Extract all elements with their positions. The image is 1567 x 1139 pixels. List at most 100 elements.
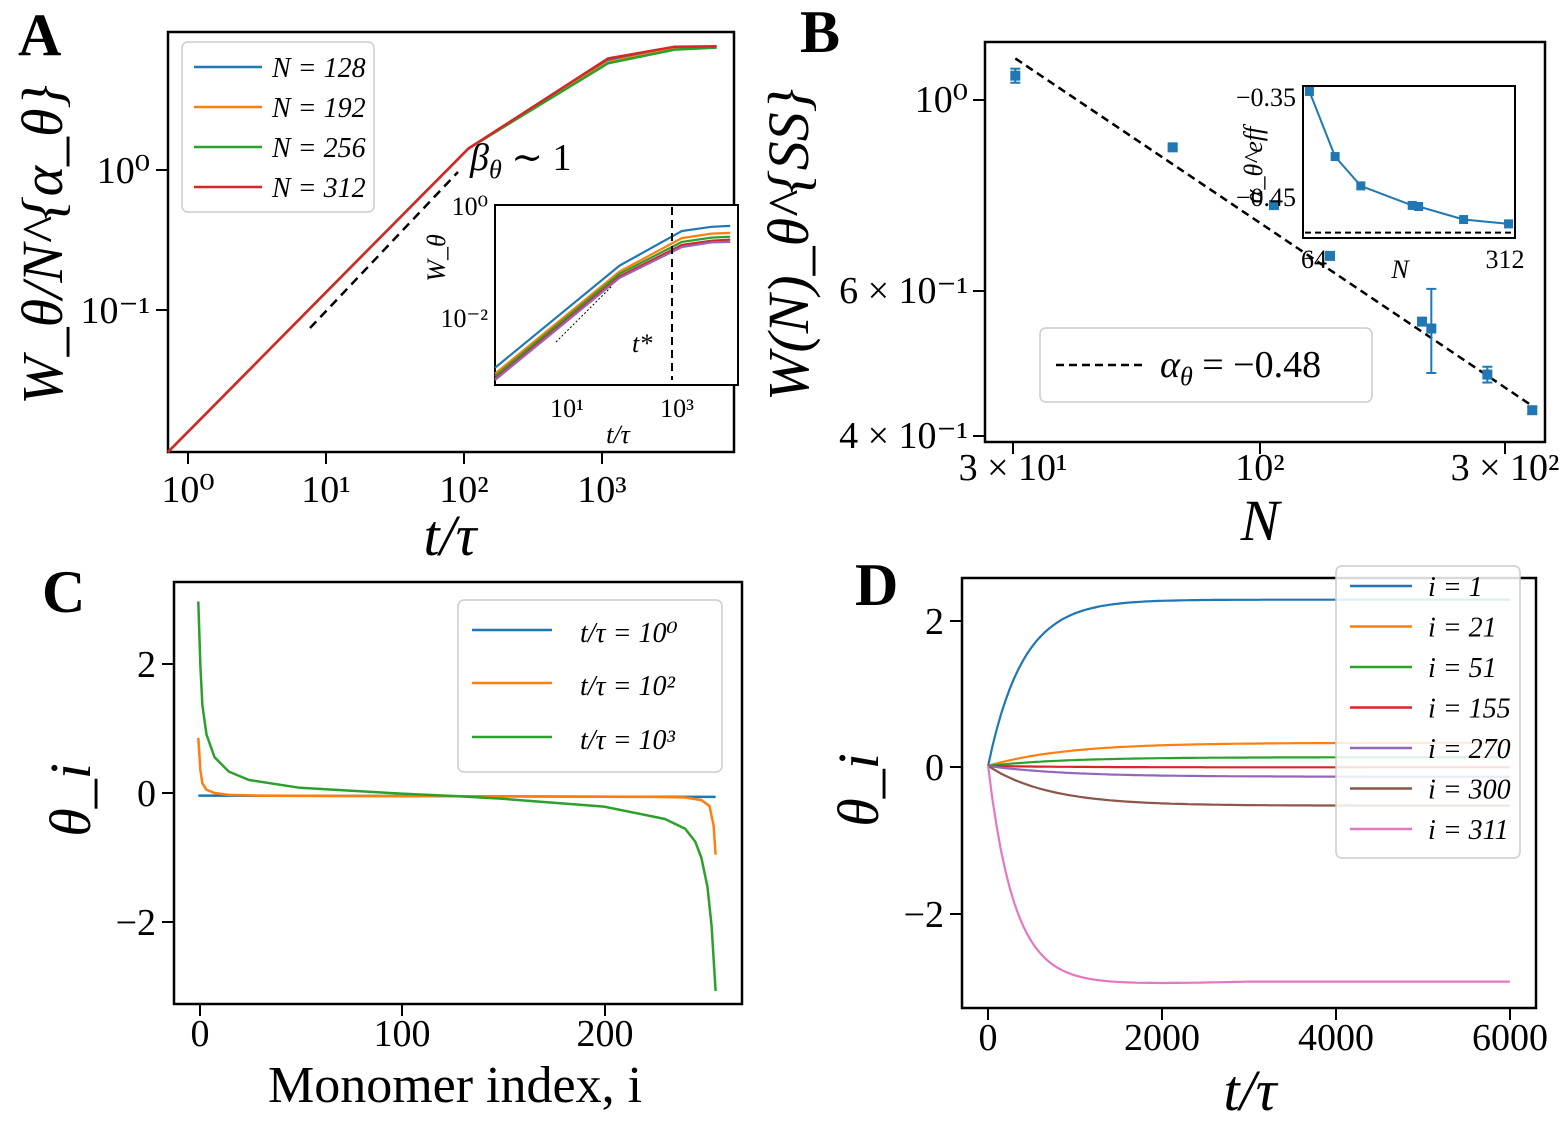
b-inset-xlabel: N — [1390, 255, 1410, 284]
a-inset-ytick-1: 10⁻² — [440, 304, 488, 333]
b-legend-label: αθ = −0.48 — [1160, 344, 1321, 391]
b-inset-xtick-0: 64 — [1301, 245, 1327, 274]
b-inset-point-0 — [1304, 86, 1314, 96]
a-annot-beta: β — [469, 137, 489, 179]
a-inset-ytick-0: 10⁰ — [452, 192, 488, 221]
panel-a-legend: N = 128 N = 192 N = 256 N = 312 — [181, 41, 375, 213]
a-xtick-1: 10¹ — [301, 469, 350, 511]
d-ylabel: θ_i — [826, 753, 891, 827]
d-xtick-1: 2000 — [1124, 1017, 1200, 1059]
panel-a-inset: t* 10¹ 10³ 10⁰ 10⁻² t/τ W_θ — [422, 192, 739, 449]
b-ylabel: W(N)_θ^{SS} — [756, 89, 821, 401]
b-data-point-0 — [1010, 70, 1021, 81]
b-xtick-1: 10² — [1235, 447, 1284, 489]
d-xtick-3: 6000 — [1472, 1017, 1548, 1059]
a-ylabel-text: W_θ/N^{α_θ} — [10, 85, 75, 404]
c-xtick-2: 200 — [577, 1013, 634, 1055]
b-data-point-5 — [1426, 323, 1437, 334]
a-legend-label-0: N = 128 — [271, 53, 366, 84]
c-legend-label-2: t/τ = 10³ — [580, 725, 675, 756]
a-annot-rest: ∼ 1 — [502, 137, 572, 179]
a-annot-sub: θ — [489, 155, 502, 184]
c-ylabel: θ_i — [38, 763, 103, 837]
d-xtick-0: 0 — [979, 1017, 998, 1059]
a-xtick-0: 10⁰ — [161, 469, 214, 511]
d-ytick-1: 0 — [925, 747, 944, 789]
b-ytick-0: 10⁰ — [915, 79, 968, 121]
a-inset-xtick-0: 10¹ — [550, 394, 584, 423]
d-legend-frame — [1335, 565, 1521, 859]
d-xlabel: t/τ — [1224, 1058, 1279, 1123]
panel-d: 0 2000 4000 6000 2 0 −2 t/τ θ_i i = 1 i =… — [826, 565, 1548, 1123]
a-inset-ylabel: W_θ — [422, 234, 451, 282]
b-data-point-1 — [1167, 142, 1178, 153]
c-legend-label-1: t/τ = 10² — [580, 671, 675, 702]
a-inset-frame — [494, 204, 739, 386]
b-inset-point-6 — [1504, 219, 1514, 229]
b-legend-frame — [1039, 327, 1373, 403]
b-data-point-7 — [1527, 405, 1538, 416]
b-xtick-0: 3 × 10¹ — [959, 447, 1068, 489]
d-legend-label-2: i = 51 — [1428, 653, 1497, 684]
c-legend-frame — [457, 599, 723, 773]
b-data-point-6 — [1482, 369, 1493, 380]
a-xlabel: t/τ — [424, 503, 479, 568]
a-inset-series-line-3 — [494, 238, 731, 380]
a-xtick-3: 10³ — [577, 469, 626, 511]
c-ytick-0: 2 — [137, 644, 156, 686]
panel-letter-a: A — [18, 2, 61, 68]
c-xlabel: Monomer index, i — [268, 1057, 642, 1114]
c-series-line-2 — [197, 601, 717, 992]
panel-a: 10⁰ 10¹ 10² 10³ 10⁰ 10⁻¹ t/τ W_θ/N^{α_θ}… — [10, 30, 739, 568]
a-inset-series-line-1 — [494, 231, 731, 375]
d-legend-label-0: i = 1 — [1428, 572, 1483, 603]
a-series-line-3 — [167, 44, 717, 453]
panel-d-legend: i = 1 i = 21 i = 51 i = 155 i = 270 i = 300 i … — [1335, 565, 1521, 859]
b-xlabel: N — [1240, 488, 1283, 553]
b-data-point-2 — [1268, 200, 1279, 211]
panel-a-ticks — [156, 169, 603, 464]
a-slope-guide — [309, 171, 459, 329]
b-inset-point-5 — [1459, 215, 1469, 225]
a-inset-tstar: t* — [632, 329, 652, 358]
b-inset-ytick-0: −0.35 — [1236, 83, 1296, 112]
panel-d-frame — [960, 576, 1538, 1010]
c-ytick-1: 0 — [137, 773, 156, 815]
d-series-line-6 — [987, 765, 1510, 985]
a-inset-series-line-2 — [494, 235, 731, 377]
d-legend-label-4: i = 270 — [1428, 734, 1511, 765]
b-data-point-3 — [1325, 250, 1336, 261]
panel-letter-c: C — [42, 559, 85, 625]
b-ytick-1: 6 × 10⁻¹ — [839, 270, 968, 312]
a-legend-label-2: N = 256 — [271, 133, 366, 164]
a-annotation: βθ ∼ 1 — [469, 137, 572, 184]
panel-a-legend-frame — [181, 41, 375, 213]
b-inset-ytick-1: −0.45 — [1236, 183, 1296, 212]
panel-letter-b: B — [800, 0, 840, 65]
c-ytick-2: −2 — [116, 902, 156, 944]
b-inset-ylabel: α_θ^eff — [1239, 123, 1268, 203]
d-legend-label-1: i = 21 — [1428, 613, 1497, 644]
b-legend-value: = −0.48 — [1193, 344, 1321, 386]
c-xtick-0: 0 — [191, 1013, 210, 1055]
panel-b-legend: αθ = −0.48 — [1039, 327, 1373, 403]
d-ytick-2: −2 — [904, 894, 944, 936]
b-inset-point-4 — [1414, 202, 1424, 212]
panel-letter-d: D — [855, 552, 898, 618]
a-xtick-2: 10² — [439, 469, 488, 511]
panel-b-frame — [983, 40, 1547, 444]
a-inset-series-line-0 — [494, 224, 731, 369]
panel-b-inset: −0.35 −0.45 64 312 N α_θ^eff — [1236, 83, 1525, 284]
panel-b-ticks — [973, 99, 1506, 454]
c-legend-label-0: t/τ = 10⁰ — [580, 618, 678, 649]
a-inset-slope — [555, 285, 613, 343]
c-series-line-1 — [197, 737, 717, 855]
b-data-point-4 — [1417, 316, 1428, 327]
c-xtick-1: 100 — [374, 1013, 431, 1055]
panel-c-ticks — [162, 663, 606, 1016]
b-ytick-2: 4 × 10⁻¹ — [839, 415, 968, 457]
d-ytick-0: 2 — [925, 601, 944, 643]
d-xtick-2: 4000 — [1298, 1017, 1374, 1059]
b-inset-xtick-1: 312 — [1486, 245, 1525, 274]
